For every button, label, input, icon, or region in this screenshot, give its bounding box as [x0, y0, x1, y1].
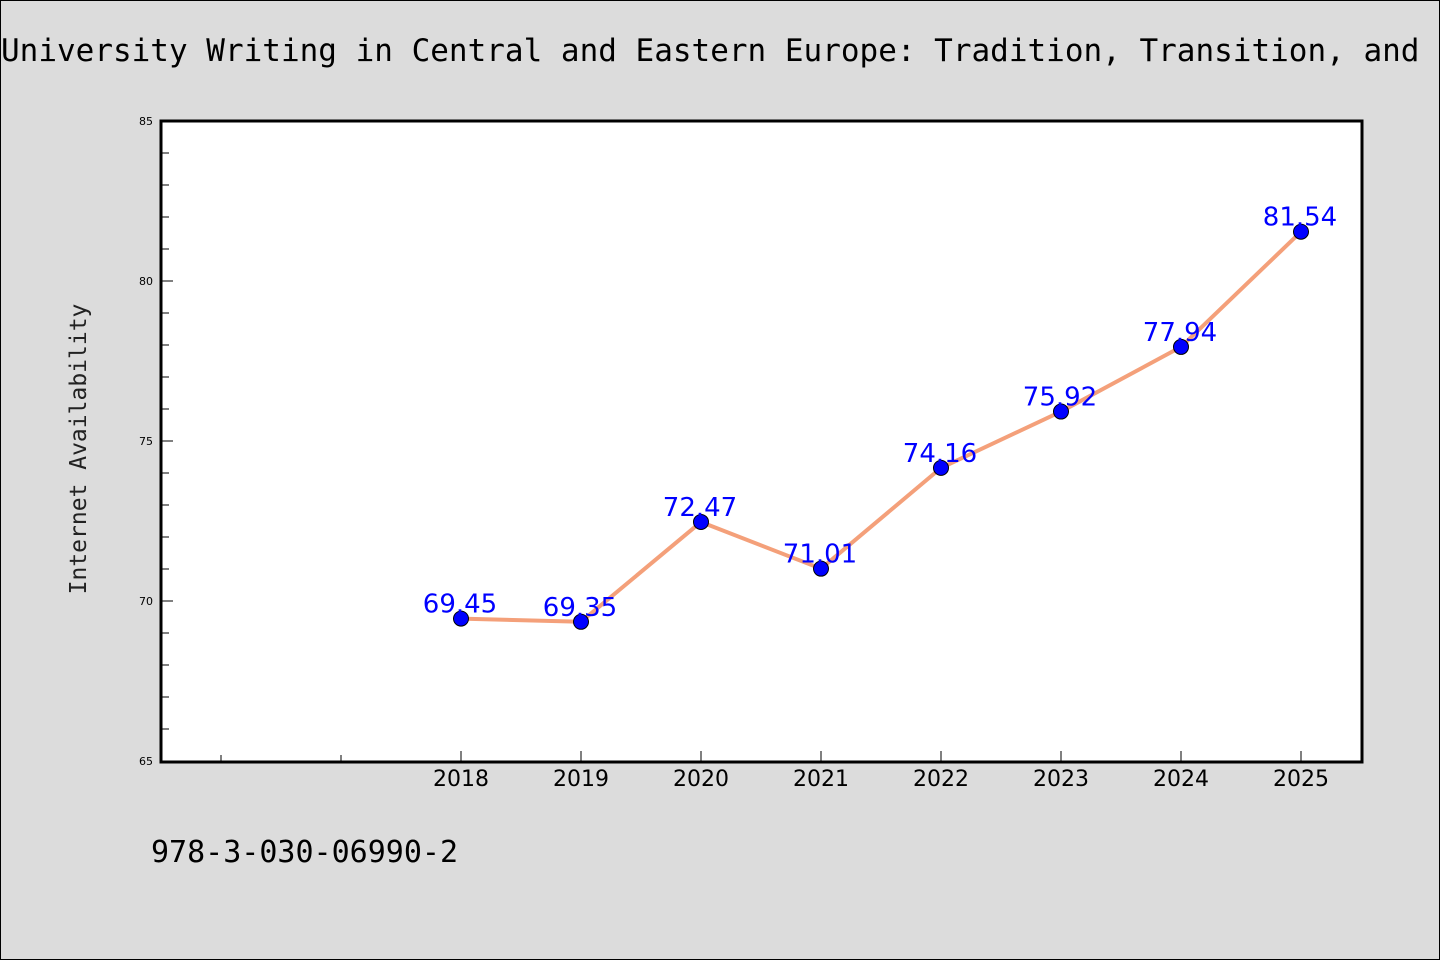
- y-axis-label: Internet Availability: [66, 304, 92, 595]
- data-point: [1053, 403, 1069, 420]
- data-point: [573, 613, 589, 630]
- x-tick-label: 2020: [673, 767, 729, 792]
- data-label: 72.47: [663, 493, 737, 523]
- y-tick-label: 70: [139, 595, 153, 608]
- data-label: 74.16: [903, 439, 977, 469]
- data-label: 75.92: [1023, 383, 1097, 413]
- x-tick-label: 2024: [1153, 767, 1209, 792]
- y-tick-label: 75: [139, 435, 153, 448]
- data-point: [1293, 223, 1309, 240]
- data-label: 69.35: [543, 593, 617, 623]
- data-label: 71.01: [783, 540, 857, 570]
- data-point: [693, 513, 709, 530]
- chart-title: University Writing in Central and Easter…: [1, 33, 1440, 69]
- isbn-label: 978-3-030-06990-2: [151, 835, 459, 870]
- x-tick-label: 2022: [913, 767, 969, 792]
- y-tick-label: 65: [139, 755, 153, 768]
- y-minor-ticks: [161, 152, 169, 730]
- y-tick-label: 80: [139, 275, 153, 288]
- x-tick-label: 2018: [433, 767, 489, 792]
- data-label: 69.45: [423, 590, 497, 620]
- x-tick-label: 2025: [1273, 767, 1329, 792]
- data-point: [453, 610, 469, 627]
- x-tick-label: 2021: [793, 767, 849, 792]
- x-tick-label: 2023: [1033, 767, 1089, 792]
- x-axis-ticks: 2018 2019 2020 2021 2022 2023 2024 2025: [433, 751, 1329, 792]
- data-label: 77.94: [1143, 318, 1217, 348]
- x-extra-ticks: [220, 755, 342, 761]
- plot-area: [159, 119, 1364, 764]
- data-label: 81.54: [1263, 203, 1337, 233]
- data-point: [1173, 338, 1189, 355]
- series-line: [459, 229, 1303, 624]
- data-markers: [453, 223, 1309, 630]
- y-tick-label: 85: [139, 115, 153, 128]
- data-point: [813, 560, 829, 577]
- data-labels: 69.45 69.35 72.47 71.01 74.16 75.92 77.94 81.54: [423, 203, 1337, 623]
- data-point: [933, 459, 949, 476]
- series-line-group: [459, 229, 1303, 624]
- y-axis-ticks: 65 70 75 80 85: [139, 115, 173, 768]
- x-tick-label: 2019: [553, 767, 609, 792]
